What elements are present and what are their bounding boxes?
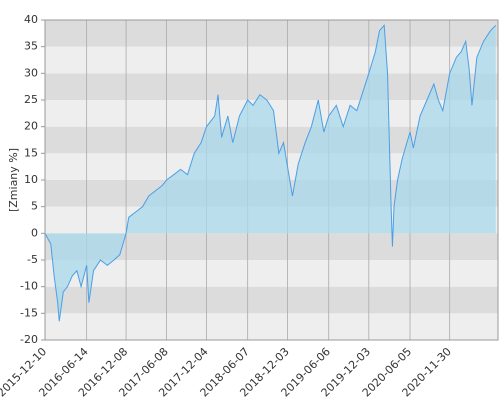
grid-band — [45, 286, 498, 314]
y-tick-label: 20 — [24, 120, 38, 133]
y-tick-label: -15 — [20, 306, 38, 319]
y-tick-label: 25 — [24, 93, 38, 106]
grid-band — [45, 20, 498, 47]
grid-band — [45, 46, 498, 74]
grid-band — [45, 73, 498, 100]
grid-band — [45, 313, 498, 340]
y-tick-label: -20 — [20, 333, 38, 346]
y-tick-label: 15 — [24, 146, 38, 159]
grid-band — [45, 260, 498, 287]
y-tick-label: -10 — [20, 280, 38, 293]
y-tick-label: 0 — [31, 226, 38, 239]
y-tick-label: 40 — [24, 13, 38, 26]
line — [44, 24, 497, 322]
y-tick-label: 5 — [31, 200, 38, 213]
y-tick-label: -5 — [27, 253, 38, 266]
plot-frame — [44, 19, 499, 341]
y-tick-label: 30 — [24, 66, 38, 79]
y-tick-label: 10 — [24, 173, 38, 186]
y-axis-label: [Zmiany %] — [7, 148, 20, 212]
area — [45, 25, 496, 322]
y-tick-label: 35 — [24, 40, 38, 53]
